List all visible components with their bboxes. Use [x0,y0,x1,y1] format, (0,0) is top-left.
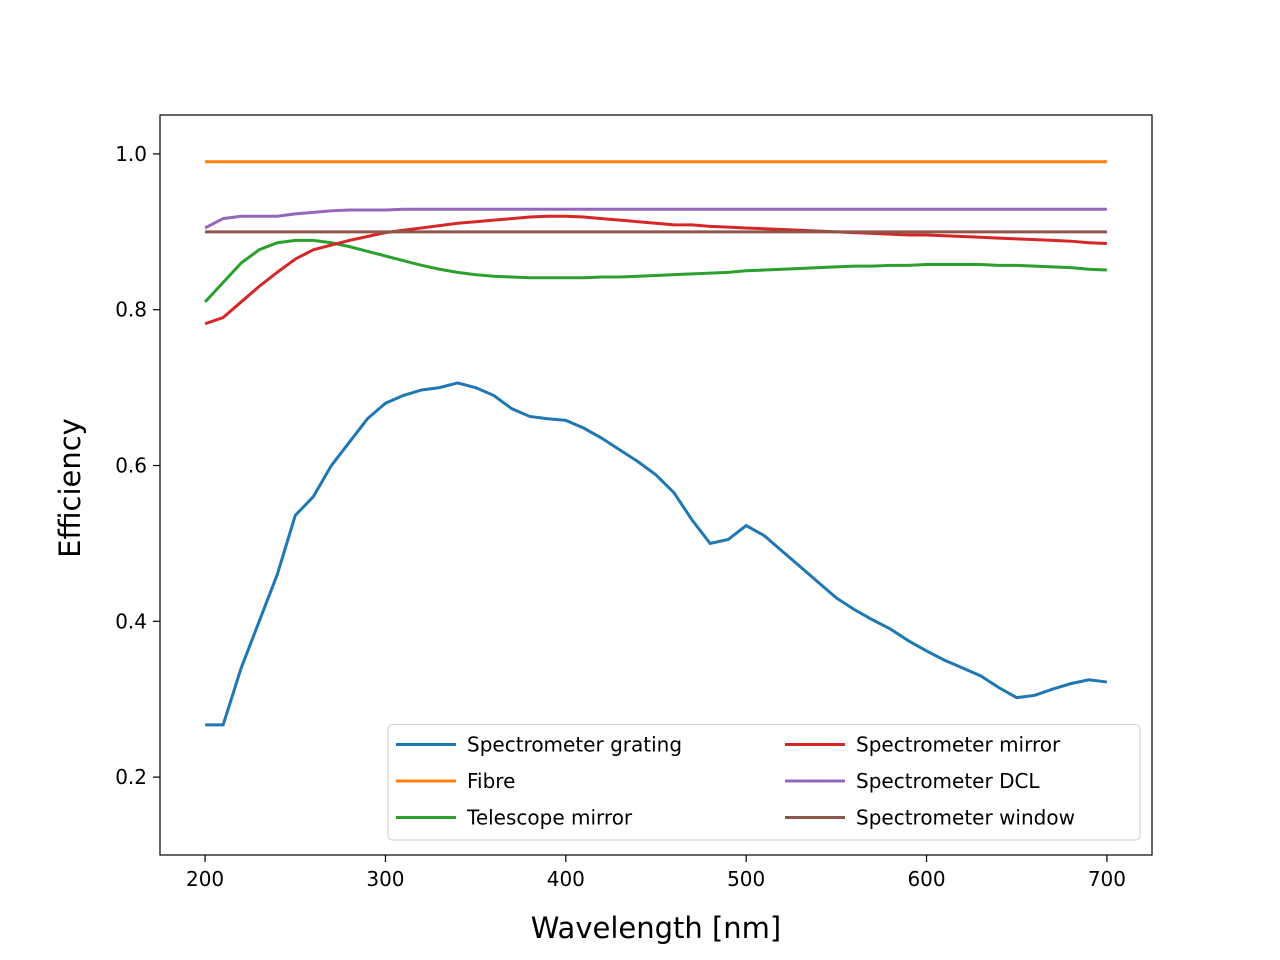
y-tick-label: 0.8 [115,298,147,322]
line-series [204,207,1107,230]
x-tick-label: 500 [727,867,765,891]
line-series [203,238,1107,303]
y-tick-label: 0.6 [115,454,147,478]
y-tick-label: 1.0 [115,142,147,166]
x-axis-label: Wavelength [nm] [531,911,782,945]
line-series [205,381,1108,727]
x-tick-label: 700 [1088,867,1126,891]
x-tick-label: 400 [547,867,585,891]
legend-box [387,724,1141,841]
legend-label: Spectrometer DCL [856,769,1040,793]
y-axis-label: Efficiency [53,418,87,558]
legend-label: Fibre [467,769,515,793]
legend-label: Spectrometer mirror [856,733,1061,757]
x-tick-label: 600 [907,867,945,891]
legend-label: Spectrometer window [856,806,1075,830]
y-tick-label: 0.4 [115,609,147,633]
x-tick-label: 200 [186,867,224,891]
legend-label: Telescope mirror [466,806,633,830]
legend-label: Spectrometer grating [467,733,682,757]
y-tick-label: 0.2 [115,765,147,789]
plot-frame [159,114,1153,856]
line-series [204,214,1107,326]
x-tick-label: 300 [366,867,404,891]
